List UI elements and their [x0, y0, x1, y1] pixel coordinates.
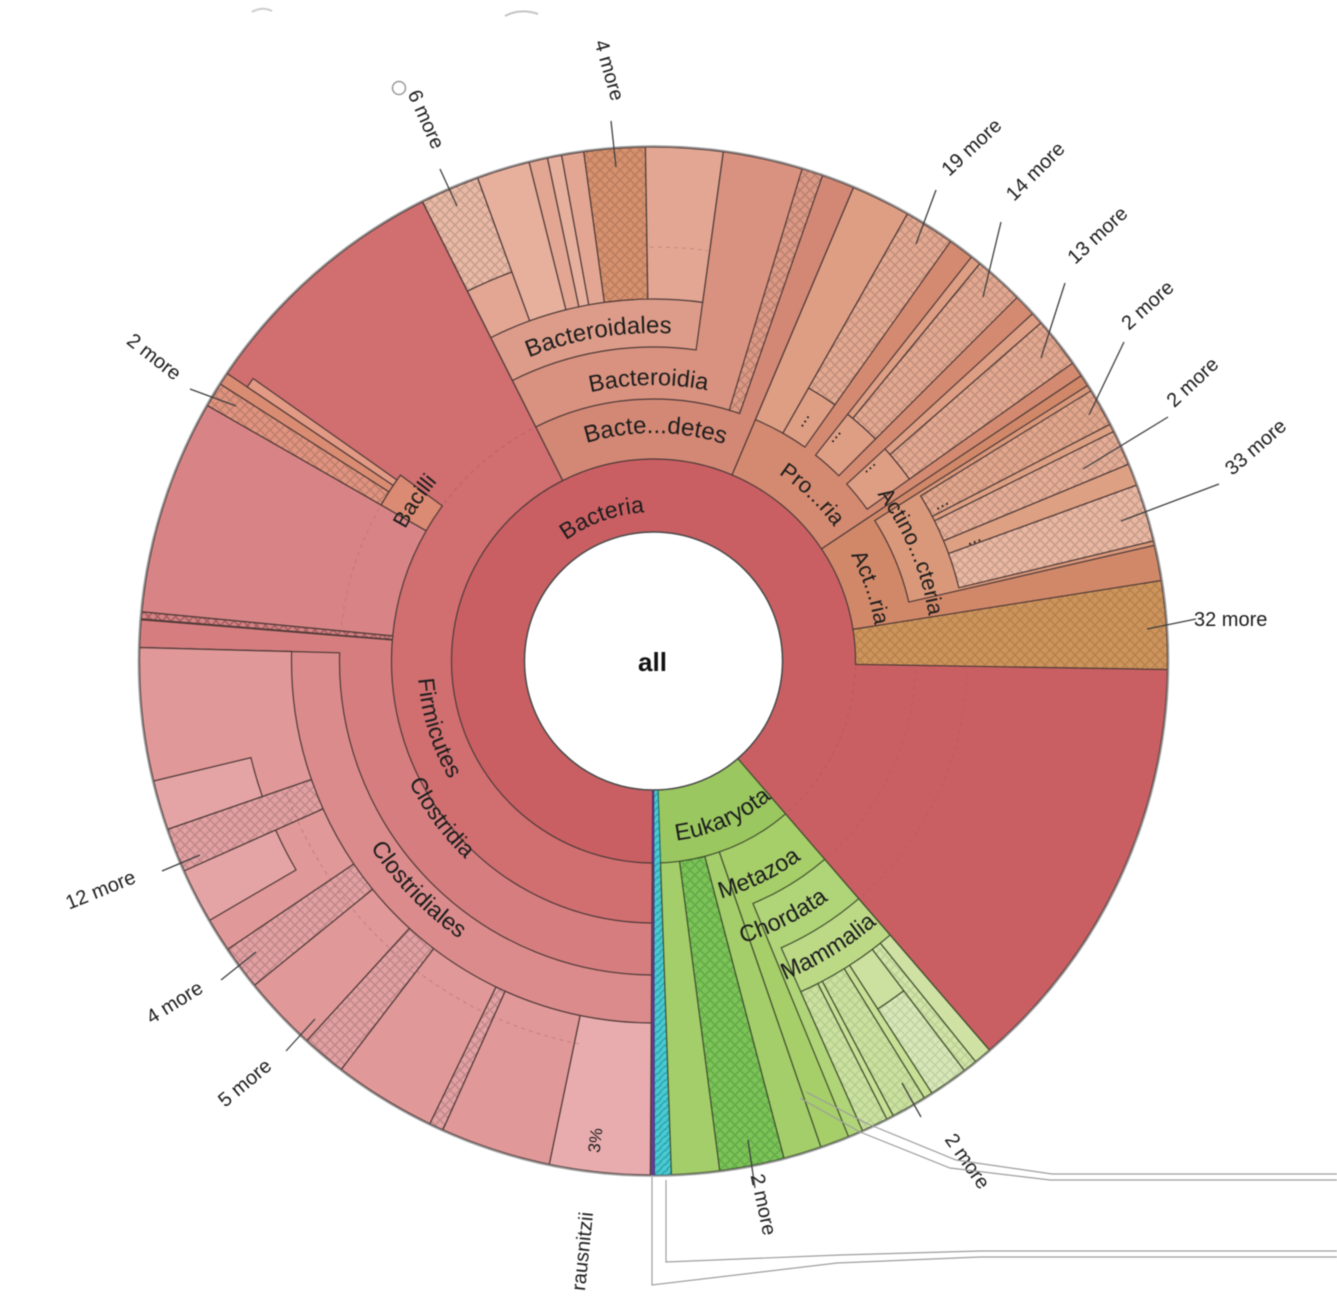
- svg-text:all: all: [638, 647, 667, 677]
- svg-text:...: ...: [962, 525, 983, 549]
- svg-text:3%: 3%: [585, 1127, 607, 1154]
- svg-text:32 more: 32 more: [1194, 609, 1267, 631]
